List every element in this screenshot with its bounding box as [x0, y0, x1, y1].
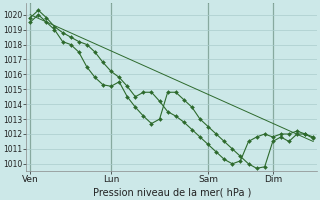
- X-axis label: Pression niveau de la mer( hPa ): Pression niveau de la mer( hPa ): [92, 187, 251, 197]
